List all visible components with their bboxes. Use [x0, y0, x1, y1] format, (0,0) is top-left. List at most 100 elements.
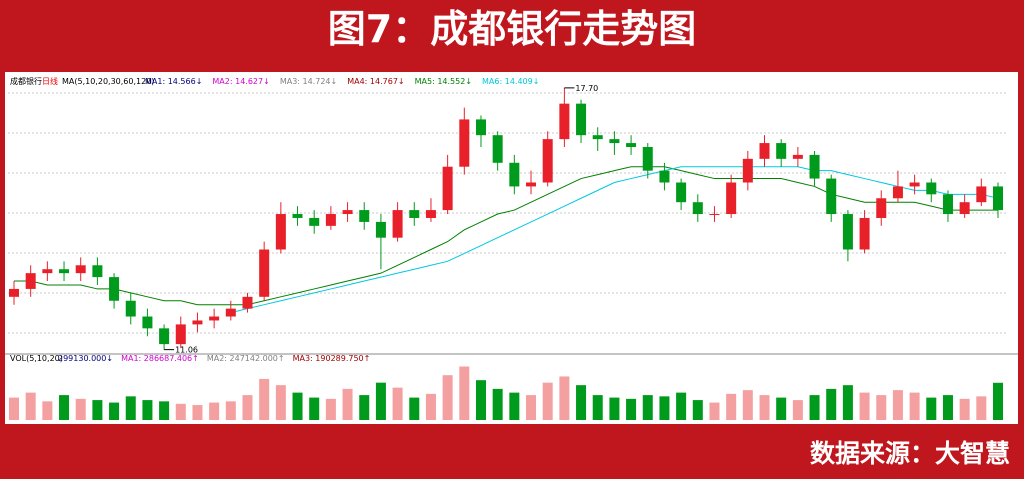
volume-bar [109, 402, 120, 420]
candle-body [409, 210, 420, 218]
candle-body [859, 217, 870, 250]
volume-bar [342, 388, 353, 420]
candle-body [309, 217, 320, 226]
volume-bar [759, 395, 770, 420]
candle-body [475, 119, 486, 136]
volume-bar [726, 393, 737, 420]
volume-bar [792, 400, 803, 420]
candle-body [692, 202, 703, 215]
vol-value: MA3: 190289.750↑ [293, 354, 371, 363]
volume-bar [842, 385, 853, 420]
volume-bar [909, 392, 920, 420]
volume-bar [526, 395, 537, 420]
volume-bar [626, 398, 637, 420]
candle-body [892, 186, 903, 199]
candle-body [8, 288, 20, 297]
volume-bar [392, 387, 403, 420]
volume-bar [442, 375, 453, 420]
candle-body [826, 178, 837, 215]
min-label: 11.06 [175, 346, 198, 355]
candle-body [209, 316, 220, 321]
volume-bar [359, 395, 370, 420]
candle-body [592, 135, 603, 140]
candle-body [175, 324, 186, 345]
ma-label: MA(5,10,20,30,60,120) [62, 77, 154, 86]
ma-value: MA5: 14.552↓ [415, 77, 472, 86]
candle-body [242, 296, 253, 309]
candle-body [776, 143, 787, 159]
candle-body [742, 158, 753, 183]
vol-label: VOL(5,10,20) [10, 354, 63, 363]
volume-bar [225, 401, 236, 420]
candle-body [909, 182, 920, 187]
chart-title: 图7：成都银行走势图 [328, 7, 696, 51]
volume-bar [742, 390, 753, 420]
candle-body [25, 273, 36, 289]
ma-value: MA4: 14.767↓ [347, 77, 404, 86]
volume-bar [292, 392, 303, 420]
volume-bar [859, 392, 870, 420]
legend: 成都银行 日线 MA(5,10,20,30,60,120) VOL(5,10,2… [10, 76, 539, 363]
candle-body [942, 194, 953, 215]
candle-body [125, 300, 136, 317]
volume-bar [809, 395, 820, 420]
volume-bar [509, 392, 520, 420]
volume-bar [926, 397, 937, 420]
ma-line [230, 166, 999, 314]
candle-body [359, 210, 370, 222]
volume-bar [475, 380, 486, 420]
candle-body [642, 147, 653, 171]
candle-body [292, 214, 303, 218]
candle-body [225, 308, 236, 317]
volume-bar [559, 376, 570, 420]
candle-body [759, 143, 770, 159]
volume-bar [942, 395, 953, 420]
candle-body [425, 210, 436, 218]
volume-bar [275, 385, 286, 420]
volume-bar [892, 390, 903, 420]
volume-bar [659, 396, 670, 420]
volume-bar [876, 395, 887, 420]
max-label: 17.70 [575, 84, 598, 93]
candle-body [42, 269, 53, 274]
volume-bar [642, 395, 653, 420]
candle-body [876, 198, 887, 218]
candle-body [959, 202, 970, 215]
candle-body [559, 103, 570, 140]
volume-bar [492, 388, 503, 420]
ma-value: MA1: 14.566↓ [145, 77, 202, 86]
candle-body [509, 162, 520, 187]
volume-bar [242, 395, 253, 420]
volume-bar [425, 393, 436, 420]
candle-body [659, 170, 670, 183]
volume-bar [42, 401, 53, 420]
volume-bar [709, 402, 720, 420]
candle-body [992, 186, 1004, 211]
grid [8, 92, 1008, 334]
volume-bar [175, 403, 186, 420]
stock-name: 成都银行 [10, 76, 42, 86]
volume-bar [592, 395, 603, 420]
volume-bar [609, 397, 620, 420]
ma-value: MA6: 14.409↓ [482, 77, 539, 86]
volume-bar [692, 400, 703, 420]
ma-value: MA2: 14.627↓ [212, 77, 269, 86]
candle-body [142, 316, 153, 329]
volume-bar [409, 397, 420, 420]
candle-body [342, 210, 353, 215]
volume-bar [542, 382, 553, 420]
volume-bar [142, 400, 153, 420]
volume-bar [309, 397, 320, 420]
ma-value: MA3: 14.724↓ [280, 77, 337, 86]
volume-bar [976, 396, 987, 420]
volume-bar [826, 388, 837, 420]
vol-value: MA2: 247142.000↑ [207, 354, 285, 363]
candle-body [459, 119, 470, 167]
candle-body [842, 214, 853, 250]
volume-bar [25, 392, 36, 420]
candle-body [92, 265, 103, 278]
candle-body [109, 277, 120, 301]
candle-body [492, 135, 503, 163]
volume-bar [125, 396, 136, 420]
